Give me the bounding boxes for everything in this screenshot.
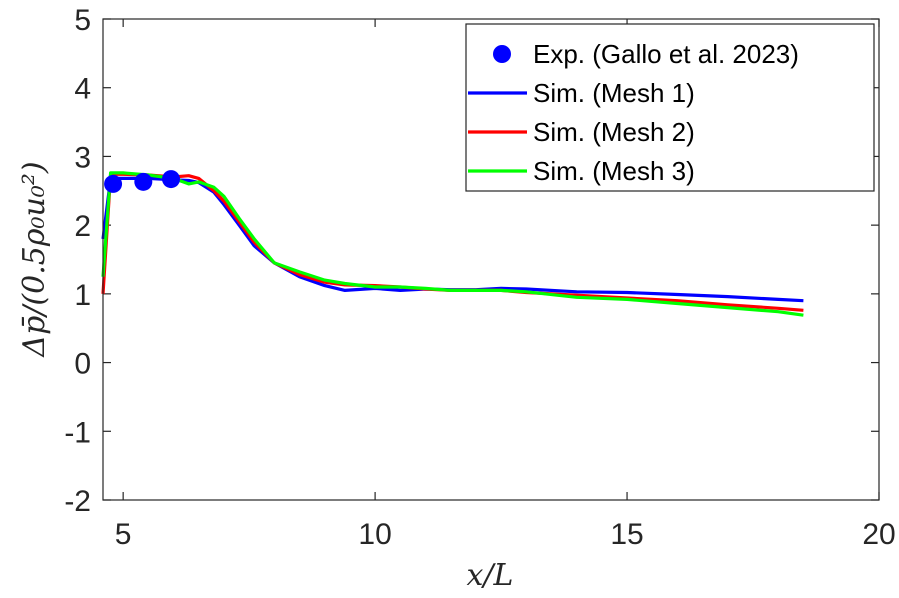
axes: 5 10 15 20 -2 -1 0 1 2 3 4 5 [64, 4, 895, 551]
legend-label: Sim. (Mesh 3) [533, 156, 695, 186]
exp-data-point [104, 174, 123, 193]
x-tick-label: 10 [358, 518, 391, 551]
y-tick-label: 3 [74, 141, 91, 174]
y-tick-label: 2 [74, 210, 91, 243]
x-tick-label: 15 [610, 518, 643, 551]
legend-label: Exp. (Gallo et al. 2023) [533, 39, 799, 69]
exp-data-point [134, 172, 153, 191]
series-line-3 [101, 171, 804, 317]
legend: Exp. (Gallo et al. 2023) Sim. (Mesh 1) Sim… [465, 23, 875, 192]
legend-box [465, 23, 875, 192]
legend-label: Sim. (Mesh 2) [533, 117, 695, 147]
x-tick-label: 5 [115, 518, 132, 551]
legend-marker-exp [493, 45, 511, 63]
y-tick-label: 4 [74, 73, 91, 106]
series-layer [101, 170, 804, 317]
y-tick-label: -2 [64, 485, 91, 518]
y-axis-label: Δp̄/(0.5ρ₀u₀²) [17, 161, 52, 357]
legend-label: Sim. (Mesh 1) [533, 78, 695, 108]
exp-data-point [162, 170, 181, 189]
x-tick-label: 20 [862, 518, 895, 551]
y-tick-label: 1 [74, 279, 91, 312]
plot-frame [102, 18, 880, 501]
y-tick-label: 5 [74, 4, 91, 37]
series-line-2 [101, 172, 804, 312]
y-tick-label: 0 [74, 348, 91, 381]
y-tick-label: -1 [64, 416, 91, 449]
x-axis-label: x/L [467, 558, 514, 593]
